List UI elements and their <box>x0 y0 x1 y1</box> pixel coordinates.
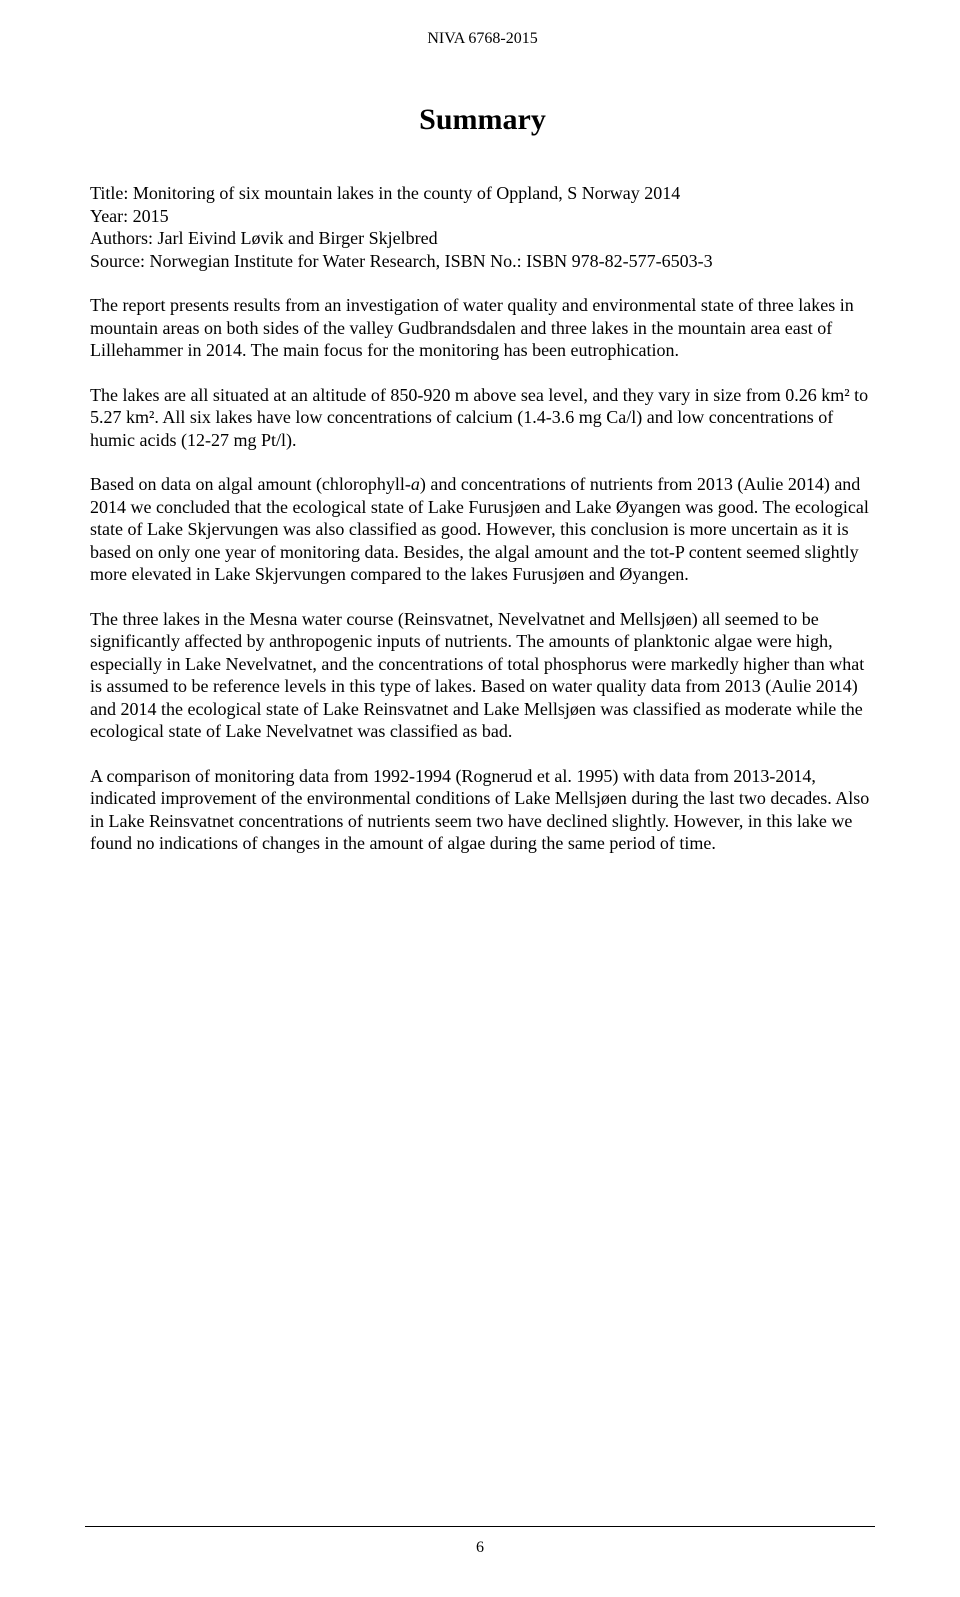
paragraph-5: A comparison of monitoring data from 199… <box>90 765 875 855</box>
meta-title: Title: Monitoring of six mountain lakes … <box>90 182 875 205</box>
paragraph-3: Based on data on algal amount (chlorophy… <box>90 473 875 586</box>
paragraph-1: The report presents results from an inve… <box>90 294 875 362</box>
para3-part-a: Based on data on algal amount (chlorophy… <box>90 474 411 494</box>
paragraph-2: The lakes are all situated at an altitud… <box>90 384 875 452</box>
metadata-block: Title: Monitoring of six mountain lakes … <box>90 182 875 272</box>
page-number: 6 <box>0 1539 960 1557</box>
para3-italic: a <box>411 474 420 494</box>
document-header: NIVA 6768-2015 <box>90 30 875 48</box>
meta-authors: Authors: Jarl Eivind Løvik and Birger Sk… <box>90 227 875 250</box>
paragraph-4: The three lakes in the Mesna water cours… <box>90 608 875 743</box>
footer-divider <box>85 1526 875 1527</box>
meta-source: Source: Norwegian Institute for Water Re… <box>90 250 875 273</box>
page: NIVA 6768-2015 Summary Title: Monitoring… <box>0 0 960 1597</box>
meta-year: Year: 2015 <box>90 205 875 228</box>
body-text: Title: Monitoring of six mountain lakes … <box>90 182 875 855</box>
summary-title: Summary <box>90 103 875 137</box>
